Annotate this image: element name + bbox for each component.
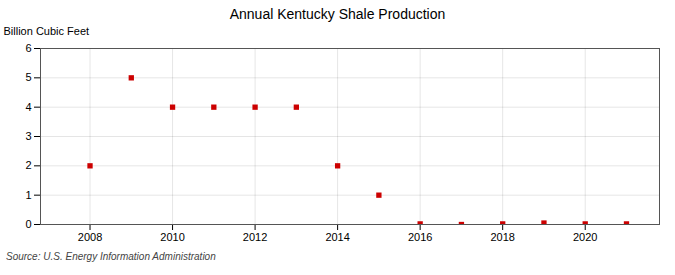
svg-text:4: 4: [25, 101, 31, 113]
svg-text:2014: 2014: [325, 231, 349, 243]
svg-text:1: 1: [25, 189, 31, 201]
html-text:Source: U.S. Energy Informatio: Source: U.S. Energy Information Administ…: [6, 251, 216, 262]
svg-text:0: 0: [25, 218, 31, 230]
svg-text:6: 6: [25, 42, 31, 54]
svg-text:2016: 2016: [408, 231, 432, 243]
svg-text:5: 5: [25, 71, 31, 83]
svg-text:2: 2: [25, 159, 31, 171]
svg-text:2018: 2018: [490, 231, 514, 243]
svg-text:3: 3: [25, 130, 31, 142]
svg-text:2008: 2008: [78, 231, 102, 243]
svg-text:Billion Cubic Feet: Billion Cubic Feet: [4, 25, 90, 37]
html-text:Annual Kentucky Shale Producti: Annual Kentucky Shale Production: [229, 6, 446, 22]
svg-text:2020: 2020: [573, 231, 597, 243]
svg-text:2012: 2012: [243, 231, 267, 243]
svg-text:2010: 2010: [160, 231, 184, 243]
